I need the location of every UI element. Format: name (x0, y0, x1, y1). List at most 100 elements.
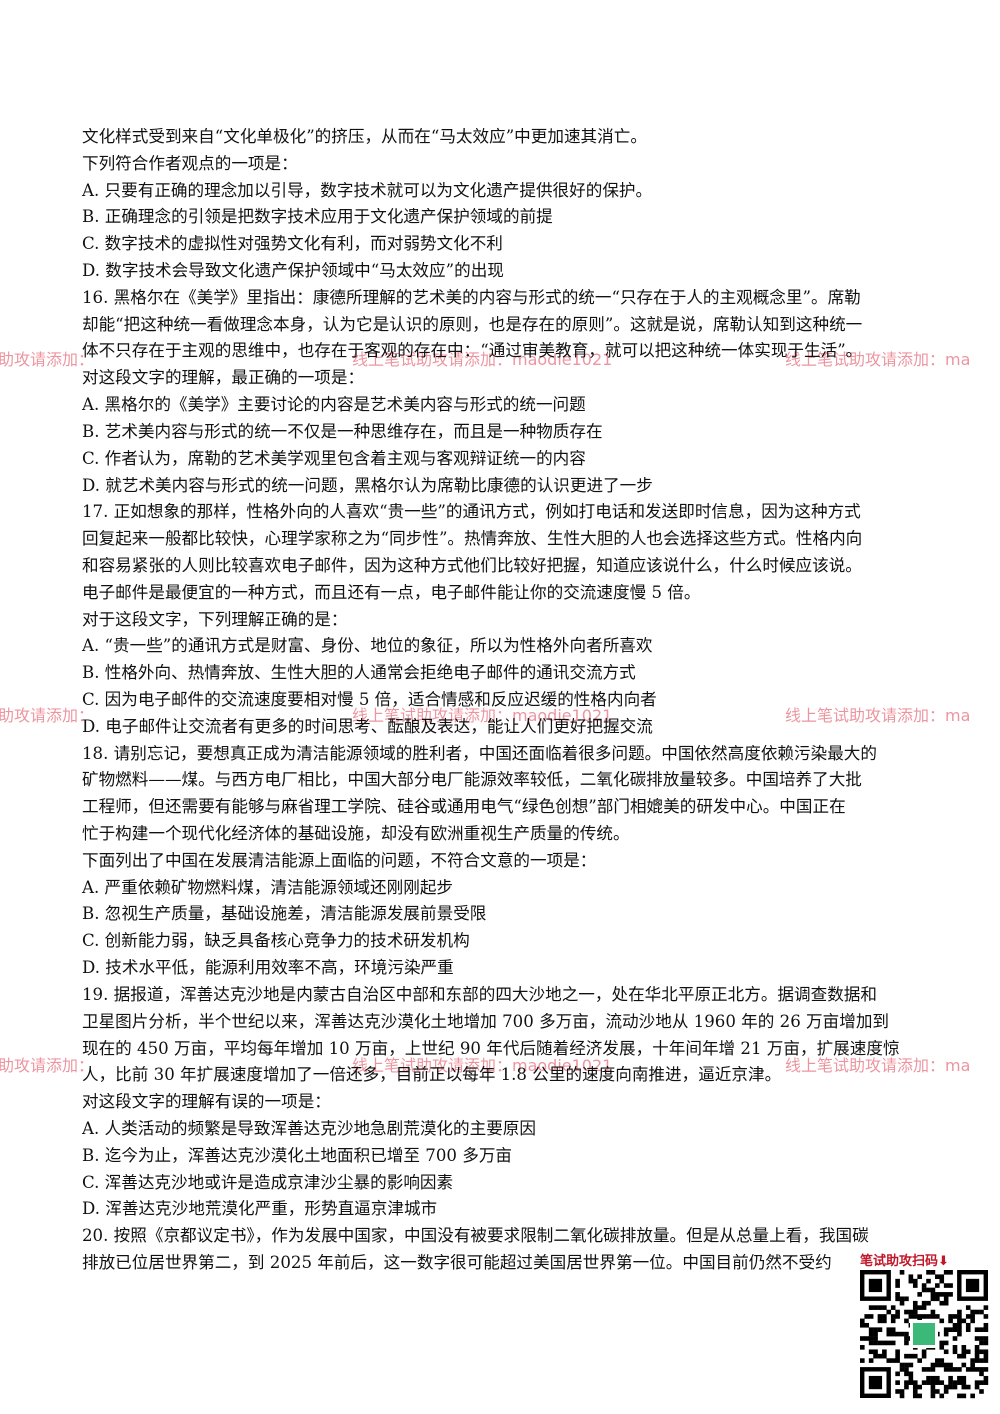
qr-module (974, 1353, 980, 1359)
qr-module (904, 1318, 909, 1324)
qr-module (952, 1314, 958, 1319)
watermark: 线上笔试助攻请添加：maodie1021 (352, 350, 613, 369)
text-line: C. 作者认为，席勒的艺术美学观里包含着主观与客观辩证统一的内容 (82, 448, 586, 468)
qr-module (948, 1318, 953, 1324)
qr-module (868, 1314, 874, 1319)
qr-module (877, 1327, 883, 1332)
text-line: A. 人类活动的频繁是导致浑善达克沙地急剧荒漠化的主要原因 (82, 1118, 536, 1138)
text-line: 文化样式受到来自“文化单极化”的挤压，从而在“马太效应”中更加速其消亡。 (82, 127, 647, 146)
qr-module (935, 1283, 940, 1288)
qr-module (899, 1331, 905, 1337)
qr-module (979, 1340, 984, 1346)
qr-module (930, 1314, 936, 1319)
qr-module (983, 1358, 989, 1363)
qr-module (904, 1336, 909, 1341)
qr-module (908, 1371, 914, 1377)
qr-module (873, 1331, 878, 1337)
qr-module (895, 1380, 900, 1385)
qr-module (921, 1314, 927, 1319)
qr-module (965, 1367, 971, 1372)
qr-module (948, 1314, 953, 1319)
qr-module (930, 1367, 936, 1372)
qr-module (961, 1375, 967, 1381)
qr-module (957, 1314, 962, 1319)
text-line: B. 性格外向、热情奔放、生性大胆的人通常会拒绝电子邮件的通讯交流方式 (82, 663, 636, 683)
qr-module (877, 1314, 883, 1319)
qr-module (965, 1327, 971, 1332)
watermark: 线上笔试助攻请添加：maodie1021 (352, 1056, 613, 1075)
qr-module (912, 1384, 918, 1390)
qr-module (873, 1340, 878, 1346)
qr-module (886, 1309, 892, 1315)
qr-module (983, 1322, 989, 1328)
qr-module (908, 1309, 914, 1315)
qr-module (899, 1300, 905, 1306)
qr-module (979, 1367, 984, 1372)
qr-module (965, 1322, 971, 1328)
qr-module (912, 1389, 918, 1394)
text-line: A. 黑格尔的《美学》主要讨论的内容是艺术美内容与形式的统一问题 (82, 395, 586, 415)
qr-module (970, 1362, 975, 1368)
qr-module (983, 1375, 989, 1381)
qr-module (926, 1270, 931, 1275)
qr-module (957, 1367, 962, 1372)
qr-label: 笔试助攻扫码⬇ (860, 1254, 949, 1269)
text-line: 现在的 450 万亩，平均每年增加 10 万亩，上世纪 90 年代后随着经济发展… (82, 1038, 900, 1058)
qr-module (868, 1340, 874, 1346)
qr-module (952, 1336, 958, 1341)
text-line: B. 迄今为止，浑善达克沙漠化土地面积已增至 700 多万亩 (82, 1145, 513, 1165)
qr-module (908, 1278, 914, 1284)
qr-module (921, 1367, 927, 1372)
qr-module (904, 1384, 909, 1390)
qr-module (890, 1358, 896, 1363)
qr-module (860, 1322, 865, 1328)
qr-module (912, 1393, 918, 1399)
text-line: D. 电子邮件让交流者有更多的时间思考、酝酿及表达，能让人们更好把握交流 (82, 716, 653, 736)
qr-module (904, 1380, 909, 1385)
qr-module (983, 1314, 989, 1319)
qr-module (983, 1340, 989, 1346)
qr-module (904, 1353, 909, 1359)
qr-module (939, 1318, 945, 1324)
watermark: 线上笔试助攻请添加：maodie1021 (352, 706, 613, 725)
text-line: 对这段文字的理解有误的一项是： (82, 1092, 331, 1112)
qr-module (965, 1278, 980, 1293)
qr-module (873, 1353, 878, 1359)
text-line: 矿物燃料——煤。与西方电厂相比，中国大部分电厂能源效率较低，二氧化碳排放量较多。… (82, 770, 862, 790)
qr-module (873, 1327, 878, 1332)
qr-module (917, 1274, 922, 1280)
qr-module (895, 1283, 900, 1288)
qr-module (890, 1305, 896, 1310)
qr-module (886, 1331, 892, 1337)
qr-module (917, 1358, 922, 1363)
qr-module (939, 1345, 945, 1350)
text-line: 工程师，但还需要有能够与麻省理工学院、硅谷或通用电气“绿色创想”部门相媲美的研发… (82, 797, 846, 817)
text-line: C. 数字技术的虚拟性对强势文化有利，而对弱势文化不利 (82, 234, 503, 254)
qr-module (943, 1389, 949, 1394)
qr-module (957, 1318, 962, 1324)
qr-module (974, 1327, 980, 1332)
text-line: 电子邮件是最便宜的一种方式，而且还有一点，电子邮件能让你的交流速度慢 5 倍。 (82, 582, 701, 602)
text-line: 对于这段文字，下列理解正确的是： (82, 609, 348, 629)
qr-module (939, 1292, 945, 1297)
text-line: 对这段文字的理解，最正确的一项是： (82, 368, 365, 388)
qr-module (890, 1340, 896, 1346)
qr-module (939, 1358, 945, 1363)
text-line: 下列符合作者观点的一项是： (82, 153, 298, 173)
qr-module (979, 1380, 984, 1385)
qr-module (948, 1384, 953, 1390)
text-line: 卫星图片分析，半个世纪以来，浑善达克沙漠化土地增加 700 多万亩，流动沙地从 … (82, 1011, 890, 1031)
qr-module (948, 1283, 953, 1288)
qr-module (983, 1349, 989, 1355)
qr-module (895, 1314, 900, 1319)
watermark: 助攻请添加： (0, 1056, 95, 1075)
watermark: 线上笔试助攻请添加：ma (785, 706, 971, 725)
qr-module (974, 1309, 980, 1315)
qr-module (921, 1349, 927, 1355)
qr-module (935, 1389, 940, 1394)
qr-module (948, 1362, 953, 1368)
qr-module (904, 1296, 909, 1302)
qr-module (939, 1393, 945, 1399)
qr-module (957, 1309, 962, 1315)
qr-module (979, 1336, 984, 1341)
